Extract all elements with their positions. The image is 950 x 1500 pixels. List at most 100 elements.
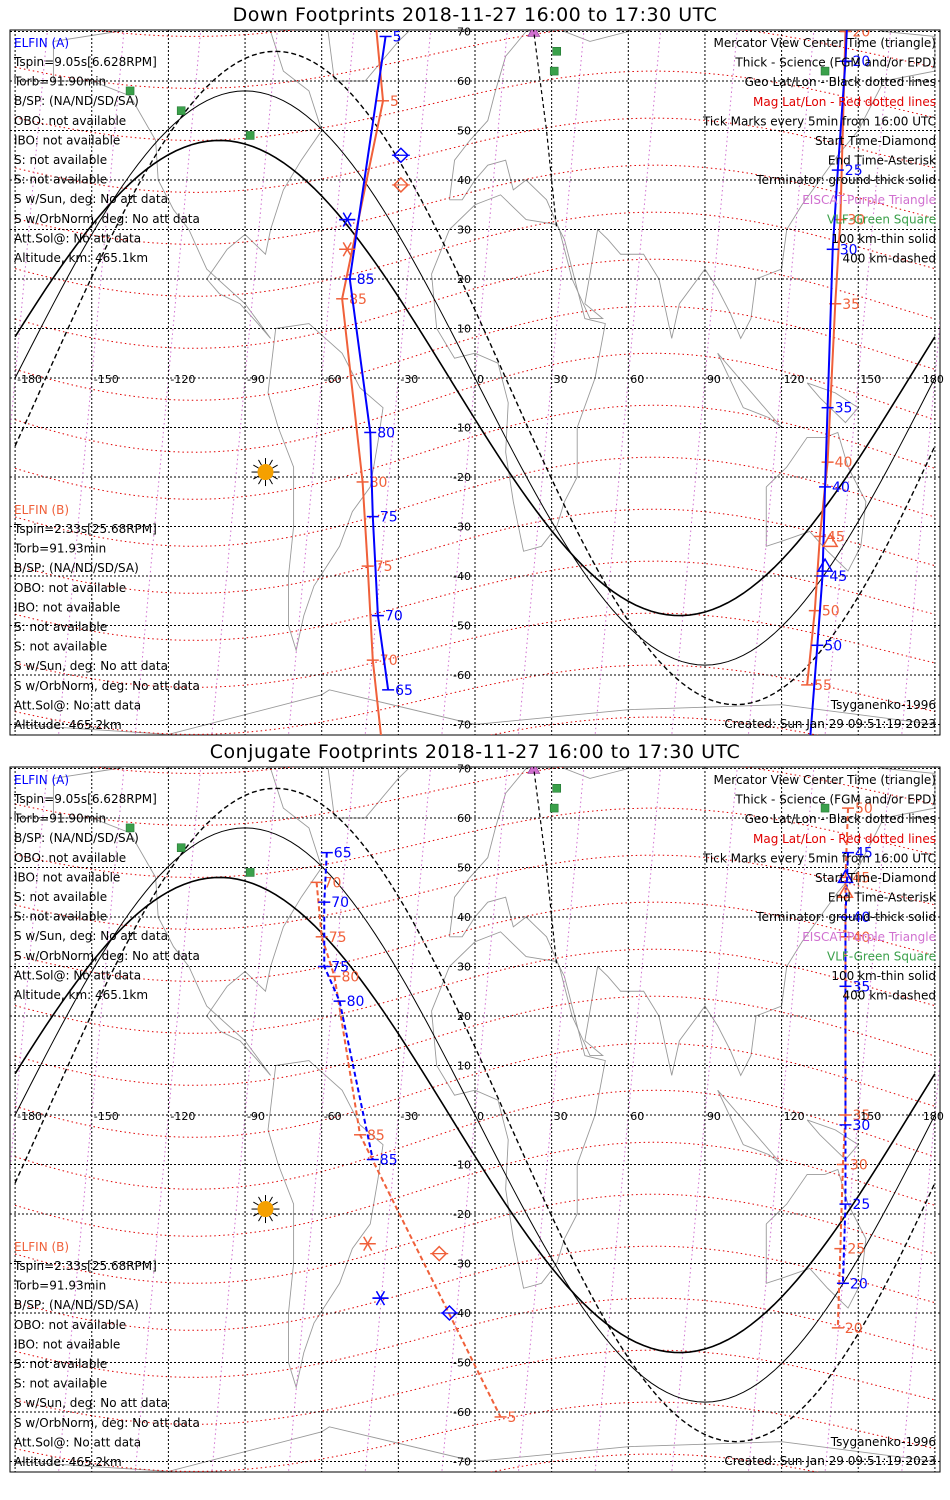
vlf-station-square (245, 868, 255, 877)
sun-ray (269, 1196, 273, 1203)
legend-entry: Geo Lat/Lon - Black dotted lines (745, 75, 936, 89)
track-tick-label: 85 (380, 1153, 398, 1169)
mag-lon-line (517, 767, 585, 1472)
track-tick-label: 65 (334, 846, 352, 862)
panel-title-down: Down Footprints 2018-11-27 16:00 to 17:3… (232, 4, 718, 26)
track-tick-label: 10 (380, 0, 398, 1)
elfin-a-info-line: Att.Sol@: No att data (14, 968, 141, 982)
mag-lat-line (14, 664, 936, 735)
legend-entry: Terminator: ground-thick solid (755, 173, 936, 187)
elfin-a-info-line: S: not available (14, 910, 107, 924)
elfin-a-info-line: OBO: not available (14, 114, 126, 128)
track-tick-label: 25 (845, 163, 863, 179)
lat-tick-label: -60 (453, 1406, 471, 1419)
lon-tick-label: 120 (784, 1110, 805, 1123)
elfin-b-info-line: Torb=91.93min (13, 542, 106, 556)
landmass-5 (765, 431, 867, 572)
landmass-5 (765, 1168, 867, 1309)
lat-tick-label: 20 (457, 1010, 471, 1023)
legend-entry: 100 km-thin solid (831, 969, 936, 983)
lon-tick-label: -90 (247, 1110, 265, 1123)
vlf-station-square (820, 66, 830, 76)
vlf-station-square (549, 803, 559, 813)
legend-entry: Start Time-Diamond (815, 134, 936, 148)
lon-tick-label: 180 (923, 373, 944, 386)
lon-tick-label: 60 (630, 373, 644, 386)
track-tick-label: 5 (508, 1410, 517, 1426)
mag-lon-line (517, 30, 585, 735)
lat-tick-label: 20 (457, 273, 471, 286)
elfin-b-info-line: S: not available (14, 620, 107, 634)
vlf-station-square (125, 86, 135, 96)
legend-entry: VLF-Green Square (827, 212, 936, 226)
elfin-b-info-line: Altitude: 465.2km (14, 1455, 122, 1469)
lat-tick-label: 70 (457, 763, 471, 776)
landmass-7 (717, 352, 782, 428)
track-tick-label: 20 (845, 1321, 863, 1337)
track-tick-label: 30 (850, 1158, 868, 1174)
sun-ray (272, 475, 278, 480)
lon-tick-label: -180 (17, 1110, 42, 1123)
elfin-b-info-line: Att.Sol@: No att data (14, 698, 141, 712)
landmass-3 (449, 30, 936, 340)
vlf-station-square (552, 784, 562, 793)
landmass-8 (806, 1119, 859, 1161)
mag-lon-line (10, 767, 48, 1176)
track-tick-label: 45 (827, 529, 845, 545)
vlf-station-square (549, 66, 559, 76)
track-tick-label: 25 (852, 1197, 870, 1213)
vlf-station-square (704, 750, 712, 758)
elfin-b-info-line: S: not available (14, 1377, 107, 1391)
elfin-b-info-line: B/SP: (NA/ND/SD/SA) (14, 561, 139, 575)
sun-ray (272, 1212, 278, 1217)
info-overlays: ELFIN (A) Tspin=9.05s[6.628RPM] Torb=91.90… (13, 36, 936, 732)
elfin-a-track (348, 36, 390, 690)
mag-lat-line (488, 1453, 820, 1472)
symbols (125, 750, 854, 1322)
lon-tick-label: -150 (94, 373, 119, 386)
track-tick-label: 20 (850, 1276, 868, 1292)
legend-entry: Thick - Science (FGM and/or EPD) (734, 56, 936, 70)
mag-lon-line (211, 767, 278, 1472)
lat-tick-label: -50 (453, 620, 471, 633)
terminator (14, 787, 936, 1443)
lon-tick-label: 90 (707, 1110, 721, 1123)
legend-entry: Mag Lat/Lon - Red dotted lines (753, 832, 936, 846)
lat-tick-label: -50 (453, 1357, 471, 1370)
legend-entry: Thick - Science (FGM and/or EPD) (734, 793, 936, 807)
elfin-a-info-line: Torb=91.90min (13, 75, 106, 89)
eiscat-triangle (527, 30, 541, 37)
elfin-a-info-line: Torb=91.90min (13, 812, 106, 826)
lon-tick-label: -60 (324, 1110, 342, 1123)
legend-entry: Terminator: ground-thick solid (755, 910, 936, 924)
track-tick-label: 55 (814, 678, 832, 694)
terminator-ground (14, 876, 936, 1354)
sun-ray (269, 459, 273, 466)
map-panel-conjugate: 7075808555045403530252065707580854540353… (9, 750, 944, 1473)
legend-entry: Tick Marks every 5min from 16:00 UTC (702, 114, 936, 128)
track-tick-label: 30 (852, 1118, 870, 1134)
lon-tick-label: 150 (860, 1110, 881, 1123)
legend-entry: EISCAT-Purple Triangle (802, 193, 936, 207)
lon-tick-label: -30 (400, 373, 418, 386)
sun-ray (253, 475, 259, 480)
sun-icon (251, 1195, 280, 1224)
lat-tick-label: -40 (453, 1307, 471, 1320)
track-tick-label: 70 (324, 875, 342, 891)
mag-lon-grid (10, 767, 940, 1472)
track-tick-label: 45 (852, 870, 870, 886)
mag-lon-line (824, 30, 892, 735)
elfin-b-info-line: Att.Sol@: No att data (14, 1435, 141, 1449)
elfin-b-info-line: S w/Sun, deg: No att data (14, 1396, 168, 1410)
mag-lat-line (14, 508, 936, 594)
eiscat-triangle (527, 767, 541, 774)
track-tick-label: 45 (829, 569, 847, 585)
landmass-4 (431, 931, 606, 1289)
lon-tick-label: -60 (324, 373, 342, 386)
track-tick-label: 35 (842, 297, 860, 313)
track-tick-label: 50 (855, 801, 873, 817)
mag-lon-grid (10, 30, 940, 735)
symbols (125, 30, 839, 572)
lat-tick-label: -20 (453, 471, 471, 484)
track-tick-label: 10 (380, 0, 398, 1)
